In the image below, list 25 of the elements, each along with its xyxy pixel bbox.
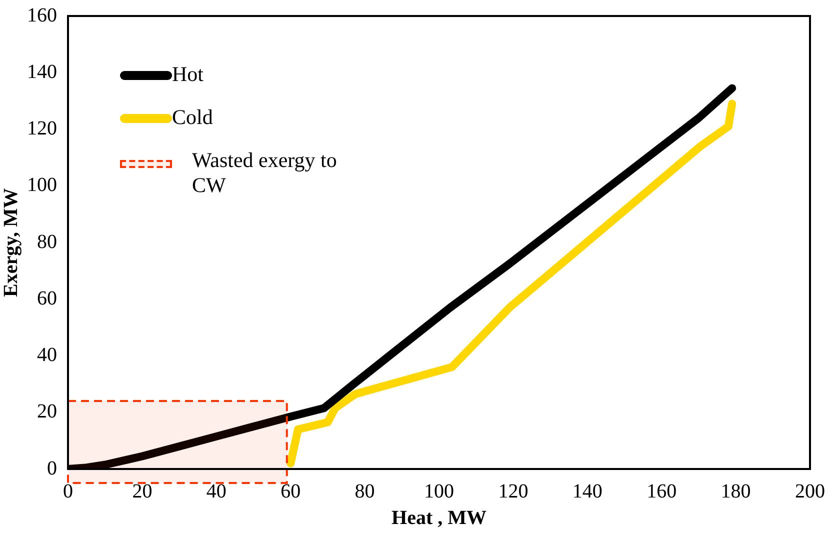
y-tick-label: 20 bbox=[37, 400, 57, 423]
legend-label: Cold bbox=[172, 105, 213, 130]
y-tick-label: 40 bbox=[37, 344, 57, 366]
y-tick-label: 140 bbox=[27, 60, 57, 83]
x-tick-label: 40 bbox=[206, 480, 226, 502]
legend-label: Hot bbox=[172, 62, 204, 87]
y-tick-label: 80 bbox=[37, 230, 57, 253]
x-tick-label: 160 bbox=[646, 480, 677, 502]
x-tick-label: 200 bbox=[795, 480, 825, 502]
x-tick-label: 20 bbox=[132, 480, 152, 502]
y-tick-label: 160 bbox=[27, 4, 57, 26]
legend-label: Wasted exergy to CW bbox=[192, 148, 338, 198]
x-tick-label: 80 bbox=[354, 480, 375, 502]
x-tick-label: 180 bbox=[720, 480, 751, 502]
y-tick-label: 0 bbox=[47, 457, 57, 480]
y-tick-label: 60 bbox=[37, 287, 57, 310]
x-tick-label: 120 bbox=[498, 480, 528, 502]
y-tick-label: 100 bbox=[27, 174, 57, 196]
y-axis-title: Exergy, MW bbox=[0, 188, 22, 297]
y-tick-label: 120 bbox=[27, 118, 57, 140]
x-tick-label: 100 bbox=[424, 480, 454, 502]
x-axis-title: Heat , MW bbox=[392, 507, 486, 530]
x-tick-label: 140 bbox=[572, 480, 602, 502]
x-tick-label: 0 bbox=[63, 480, 73, 502]
x-tick-label: 60 bbox=[280, 480, 301, 502]
